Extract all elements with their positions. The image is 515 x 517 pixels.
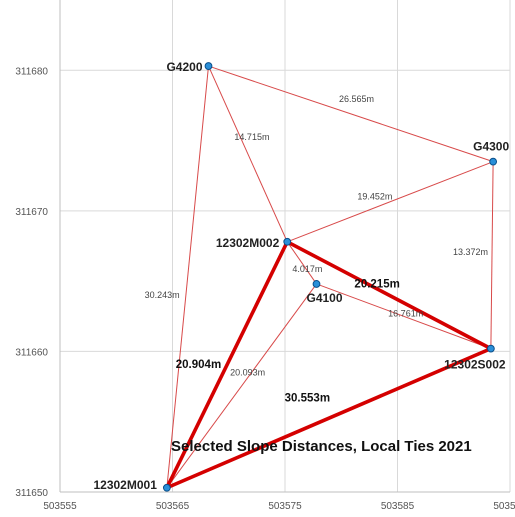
distance-label: 19.452m bbox=[357, 192, 392, 202]
distance-label: 26.565m bbox=[339, 94, 374, 104]
x-tick-label: 503575 bbox=[268, 501, 302, 512]
distance-label: 13.372m bbox=[453, 247, 488, 257]
distance-line bbox=[166, 283, 317, 489]
bold-distance-line bbox=[165, 240, 289, 489]
station-points bbox=[162, 62, 498, 492]
station-point bbox=[312, 280, 321, 288]
x-tick-label: 503585 bbox=[381, 501, 415, 512]
x-tick-label: 503555 bbox=[43, 501, 77, 512]
y-tick-label: 311670 bbox=[15, 207, 48, 218]
station-label: G4300 bbox=[473, 140, 509, 154]
station-label: G4100 bbox=[306, 291, 342, 305]
distance-label: 14.715m bbox=[234, 132, 269, 142]
station-label: 12302M002 bbox=[216, 236, 280, 250]
distance-line bbox=[490, 161, 494, 349]
station-point bbox=[283, 237, 292, 246]
distance-line bbox=[166, 66, 209, 488]
station-labels: G4200 G4300 12302M002 G4100 12302S002 12302M0… bbox=[93, 60, 509, 492]
distance-line bbox=[208, 65, 494, 163]
y-tick-label: 311650 bbox=[15, 488, 48, 499]
bold-distance-line bbox=[286, 240, 492, 351]
distance-line bbox=[316, 283, 492, 350]
distance-labels: 26.565m 14.715m 19.452m 13.372m 30.243m 4.017… bbox=[145, 94, 488, 405]
distance-label: 20.093m bbox=[230, 368, 265, 378]
bold-distance-line bbox=[166, 346, 492, 490]
station-label: G4200 bbox=[166, 60, 202, 74]
distance-label: 30.553m bbox=[285, 392, 330, 404]
station-point bbox=[489, 157, 498, 166]
station-label: 12302M001 bbox=[93, 478, 157, 492]
station-point bbox=[204, 62, 213, 70]
distance-label: 16.761m bbox=[388, 308, 423, 318]
chart-caption: Selected Slope Distances, Local Ties 202… bbox=[171, 438, 472, 455]
distance-label: 4.017m bbox=[292, 264, 322, 274]
y-tick-label: 311660 bbox=[15, 347, 48, 358]
distance-line bbox=[208, 65, 288, 242]
distance-label: 30.243m bbox=[145, 290, 180, 300]
x-tick-label: 503565 bbox=[156, 501, 190, 512]
distance-line bbox=[286, 241, 317, 285]
station-point bbox=[162, 483, 171, 492]
y-tick-label: 311680 bbox=[15, 66, 48, 77]
axes: 503555 503565 503575 503585 503595 311650 3116… bbox=[15, 0, 515, 512]
distance-label: 20.215m bbox=[354, 278, 399, 290]
station-point bbox=[486, 344, 495, 353]
station-label: 12302S002 bbox=[444, 358, 506, 372]
distance-lines bbox=[165, 65, 494, 490]
distance-label: 20.904m bbox=[176, 359, 221, 371]
x-tick-label: 503595 bbox=[493, 501, 515, 512]
distance-line bbox=[287, 161, 494, 243]
